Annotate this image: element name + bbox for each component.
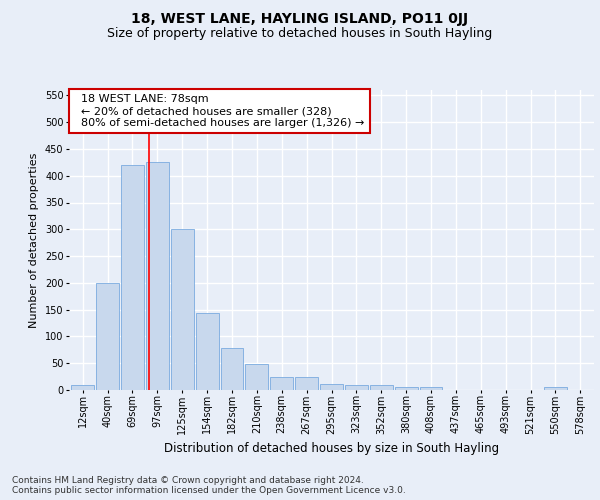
X-axis label: Distribution of detached houses by size in South Hayling: Distribution of detached houses by size … <box>164 442 499 455</box>
Bar <box>320 384 343 390</box>
Bar <box>71 384 94 390</box>
Bar <box>270 376 293 390</box>
Bar <box>245 364 268 390</box>
Bar <box>96 283 119 390</box>
Y-axis label: Number of detached properties: Number of detached properties <box>29 152 39 328</box>
Bar <box>221 348 244 390</box>
Bar <box>121 165 144 390</box>
Text: 18 WEST LANE: 78sqm
  ← 20% of detached houses are smaller (328)
  80% of semi-d: 18 WEST LANE: 78sqm ← 20% of detached ho… <box>74 94 365 128</box>
Bar <box>196 314 218 390</box>
Bar <box>295 376 318 390</box>
Bar <box>395 388 418 390</box>
Bar <box>370 385 393 390</box>
Text: 18, WEST LANE, HAYLING ISLAND, PO11 0JJ: 18, WEST LANE, HAYLING ISLAND, PO11 0JJ <box>131 12 469 26</box>
Text: Size of property relative to detached houses in South Hayling: Size of property relative to detached ho… <box>107 28 493 40</box>
Bar <box>171 230 194 390</box>
Bar <box>146 162 169 390</box>
Bar <box>345 384 368 390</box>
Text: Contains HM Land Registry data © Crown copyright and database right 2024.
Contai: Contains HM Land Registry data © Crown c… <box>12 476 406 495</box>
Bar <box>419 388 442 390</box>
Bar <box>544 388 567 390</box>
